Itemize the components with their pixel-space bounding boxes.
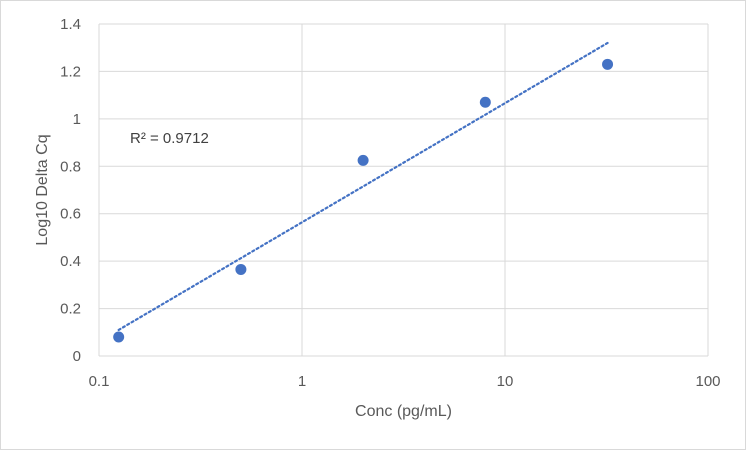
data-point [235,263,247,275]
x-tick-label: 1 [298,373,306,390]
y-tick-label: 1.2 [60,63,81,80]
data-point [113,331,125,343]
y-axis-title: Log10 Delta Cq [34,134,51,245]
y-tick-label: 0.6 [60,206,81,223]
x-tick-label: 100 [695,373,720,390]
data-point [602,58,614,70]
r-squared-label: R² = 0.9712 [130,130,209,147]
x-tick-label: 10 [497,373,514,390]
y-tick-label: 0.4 [60,253,81,270]
data-point [479,96,491,108]
trendline [117,41,609,332]
x-tick-label: 0.1 [89,373,110,390]
x-axis-title: Conc (pg/mL) [355,403,452,420]
y-tick-label: 1 [73,111,81,128]
y-tick-label: 1.4 [60,16,81,33]
y-tick-label: 0.2 [60,301,81,318]
data-point [357,154,369,166]
y-tick-label: 0 [73,348,81,365]
y-tick-label: 0.8 [60,158,81,175]
